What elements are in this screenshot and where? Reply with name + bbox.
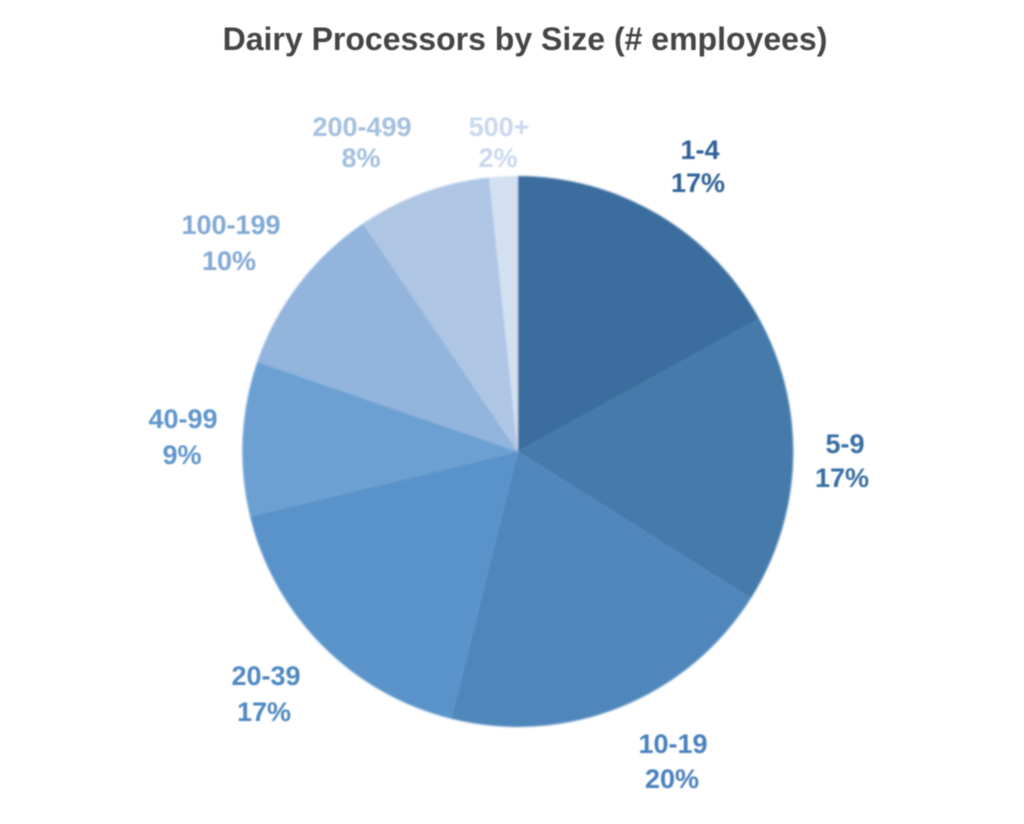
svg-text:500+: 500+ — [469, 112, 530, 142]
svg-text:10%: 10% — [202, 246, 256, 276]
svg-text:8%: 8% — [341, 143, 380, 173]
svg-text:Dairy Processors by Size (# em: Dairy Processors by Size (# employees) — [223, 21, 828, 57]
svg-text:17%: 17% — [237, 697, 291, 727]
svg-text:200-499: 200-499 — [312, 112, 411, 142]
svg-text:100-199: 100-199 — [181, 210, 280, 240]
svg-text:10-19: 10-19 — [638, 729, 707, 759]
svg-text:5-9: 5-9 — [825, 429, 864, 459]
svg-text:1-4: 1-4 — [680, 135, 719, 165]
svg-text:17%: 17% — [671, 168, 725, 198]
svg-text:20%: 20% — [645, 764, 699, 794]
svg-text:40-99: 40-99 — [148, 404, 217, 434]
svg-text:9%: 9% — [162, 440, 201, 470]
svg-text:20-39: 20-39 — [231, 661, 300, 691]
svg-text:17%: 17% — [815, 463, 869, 493]
svg-text:2%: 2% — [478, 143, 517, 173]
